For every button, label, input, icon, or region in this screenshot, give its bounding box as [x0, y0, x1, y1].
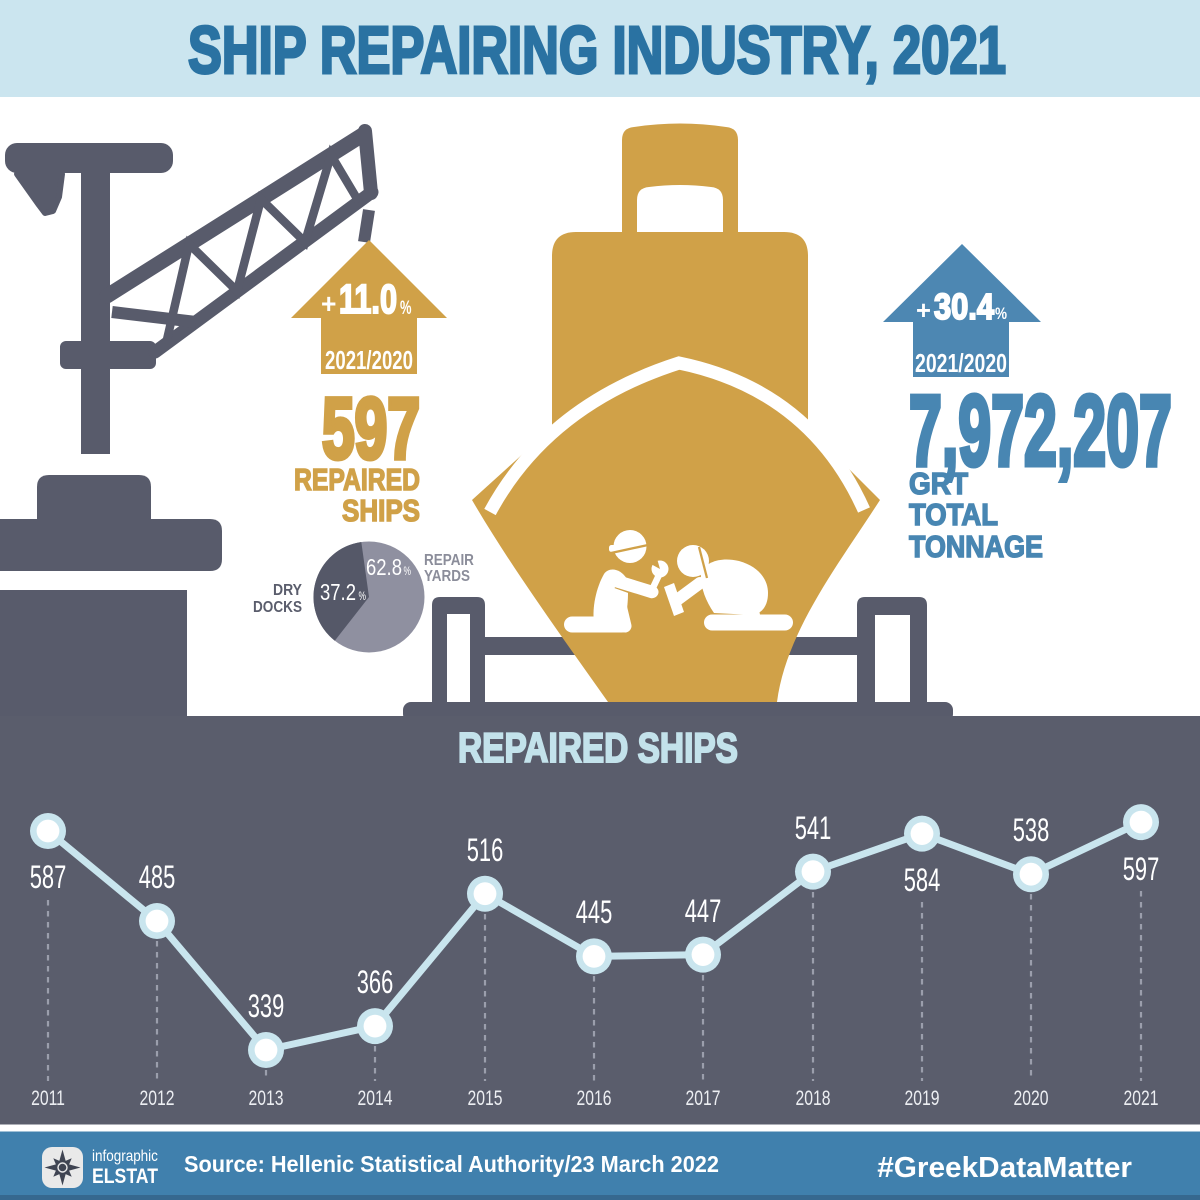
svg-text:37.2: 37.2: [320, 580, 356, 605]
svg-text:339: 339: [248, 988, 285, 1024]
svg-text:DRY: DRY: [273, 581, 302, 599]
svg-text:DOCKS: DOCKS: [253, 599, 302, 616]
svg-text:2011: 2011: [31, 1086, 65, 1110]
svg-text:30.4: 30.4: [934, 288, 994, 328]
svg-text:447: 447: [685, 893, 722, 929]
svg-text:541: 541: [795, 810, 832, 846]
svg-text:587: 587: [30, 859, 67, 895]
svg-text:2016: 2016: [577, 1086, 612, 1110]
svg-text:TONNAGE: TONNAGE: [909, 530, 1043, 564]
svg-text:2021/2020: 2021/2020: [325, 346, 413, 375]
svg-text:YARDS: YARDS: [424, 568, 470, 585]
svg-text:#GreekDataMatter: #GreekDataMatter: [877, 1151, 1132, 1184]
svg-text:+: +: [321, 287, 336, 319]
svg-text:2018: 2018: [796, 1086, 831, 1110]
svg-text:REPAIR: REPAIR: [424, 552, 474, 569]
svg-text:TOTAL: TOTAL: [909, 497, 998, 532]
svg-text:ELSTAT: ELSTAT: [92, 1165, 158, 1189]
svg-text:infographic: infographic: [92, 1148, 158, 1165]
svg-text:7,972,207: 7,972,207: [909, 376, 1172, 487]
svg-text:2013: 2013: [249, 1086, 284, 1110]
svg-text:2021: 2021: [1124, 1086, 1159, 1110]
svg-text:%: %: [404, 566, 411, 579]
svg-text:%: %: [995, 305, 1007, 324]
svg-text:SHIP REPAIRING INDUSTRY, 2021: SHIP REPAIRING INDUSTRY, 2021: [188, 12, 1006, 87]
svg-text:597: 597: [1123, 851, 1160, 887]
svg-text:REPAIRED SHIPS: REPAIRED SHIPS: [458, 725, 738, 771]
svg-text:516: 516: [467, 832, 504, 868]
svg-text:2012: 2012: [140, 1086, 175, 1110]
svg-text:2021/2020: 2021/2020: [915, 348, 1007, 377]
svg-text:2020: 2020: [1014, 1086, 1049, 1110]
svg-text:538: 538: [1013, 812, 1050, 848]
svg-text:+: +: [916, 297, 931, 325]
svg-text:2015: 2015: [468, 1086, 503, 1110]
svg-text:11.0: 11.0: [339, 276, 397, 322]
svg-text:2014: 2014: [358, 1086, 393, 1110]
svg-text:2019: 2019: [905, 1086, 940, 1110]
svg-text:584: 584: [904, 862, 941, 898]
svg-text:597: 597: [322, 380, 420, 477]
svg-text:366: 366: [357, 964, 394, 1000]
svg-text:REPAIRED: REPAIRED: [294, 462, 420, 496]
svg-text:GRT: GRT: [909, 467, 968, 502]
svg-text:62.8: 62.8: [366, 555, 402, 580]
svg-text:485: 485: [139, 859, 176, 895]
svg-text:%: %: [400, 298, 412, 319]
svg-text:SHIPS: SHIPS: [342, 494, 420, 529]
svg-text:2017: 2017: [686, 1086, 721, 1110]
svg-text:Source: Hellenic Statistical A: Source: Hellenic Statistical Authority/2…: [184, 1151, 719, 1177]
svg-text:445: 445: [576, 894, 613, 930]
svg-text:%: %: [359, 591, 366, 604]
